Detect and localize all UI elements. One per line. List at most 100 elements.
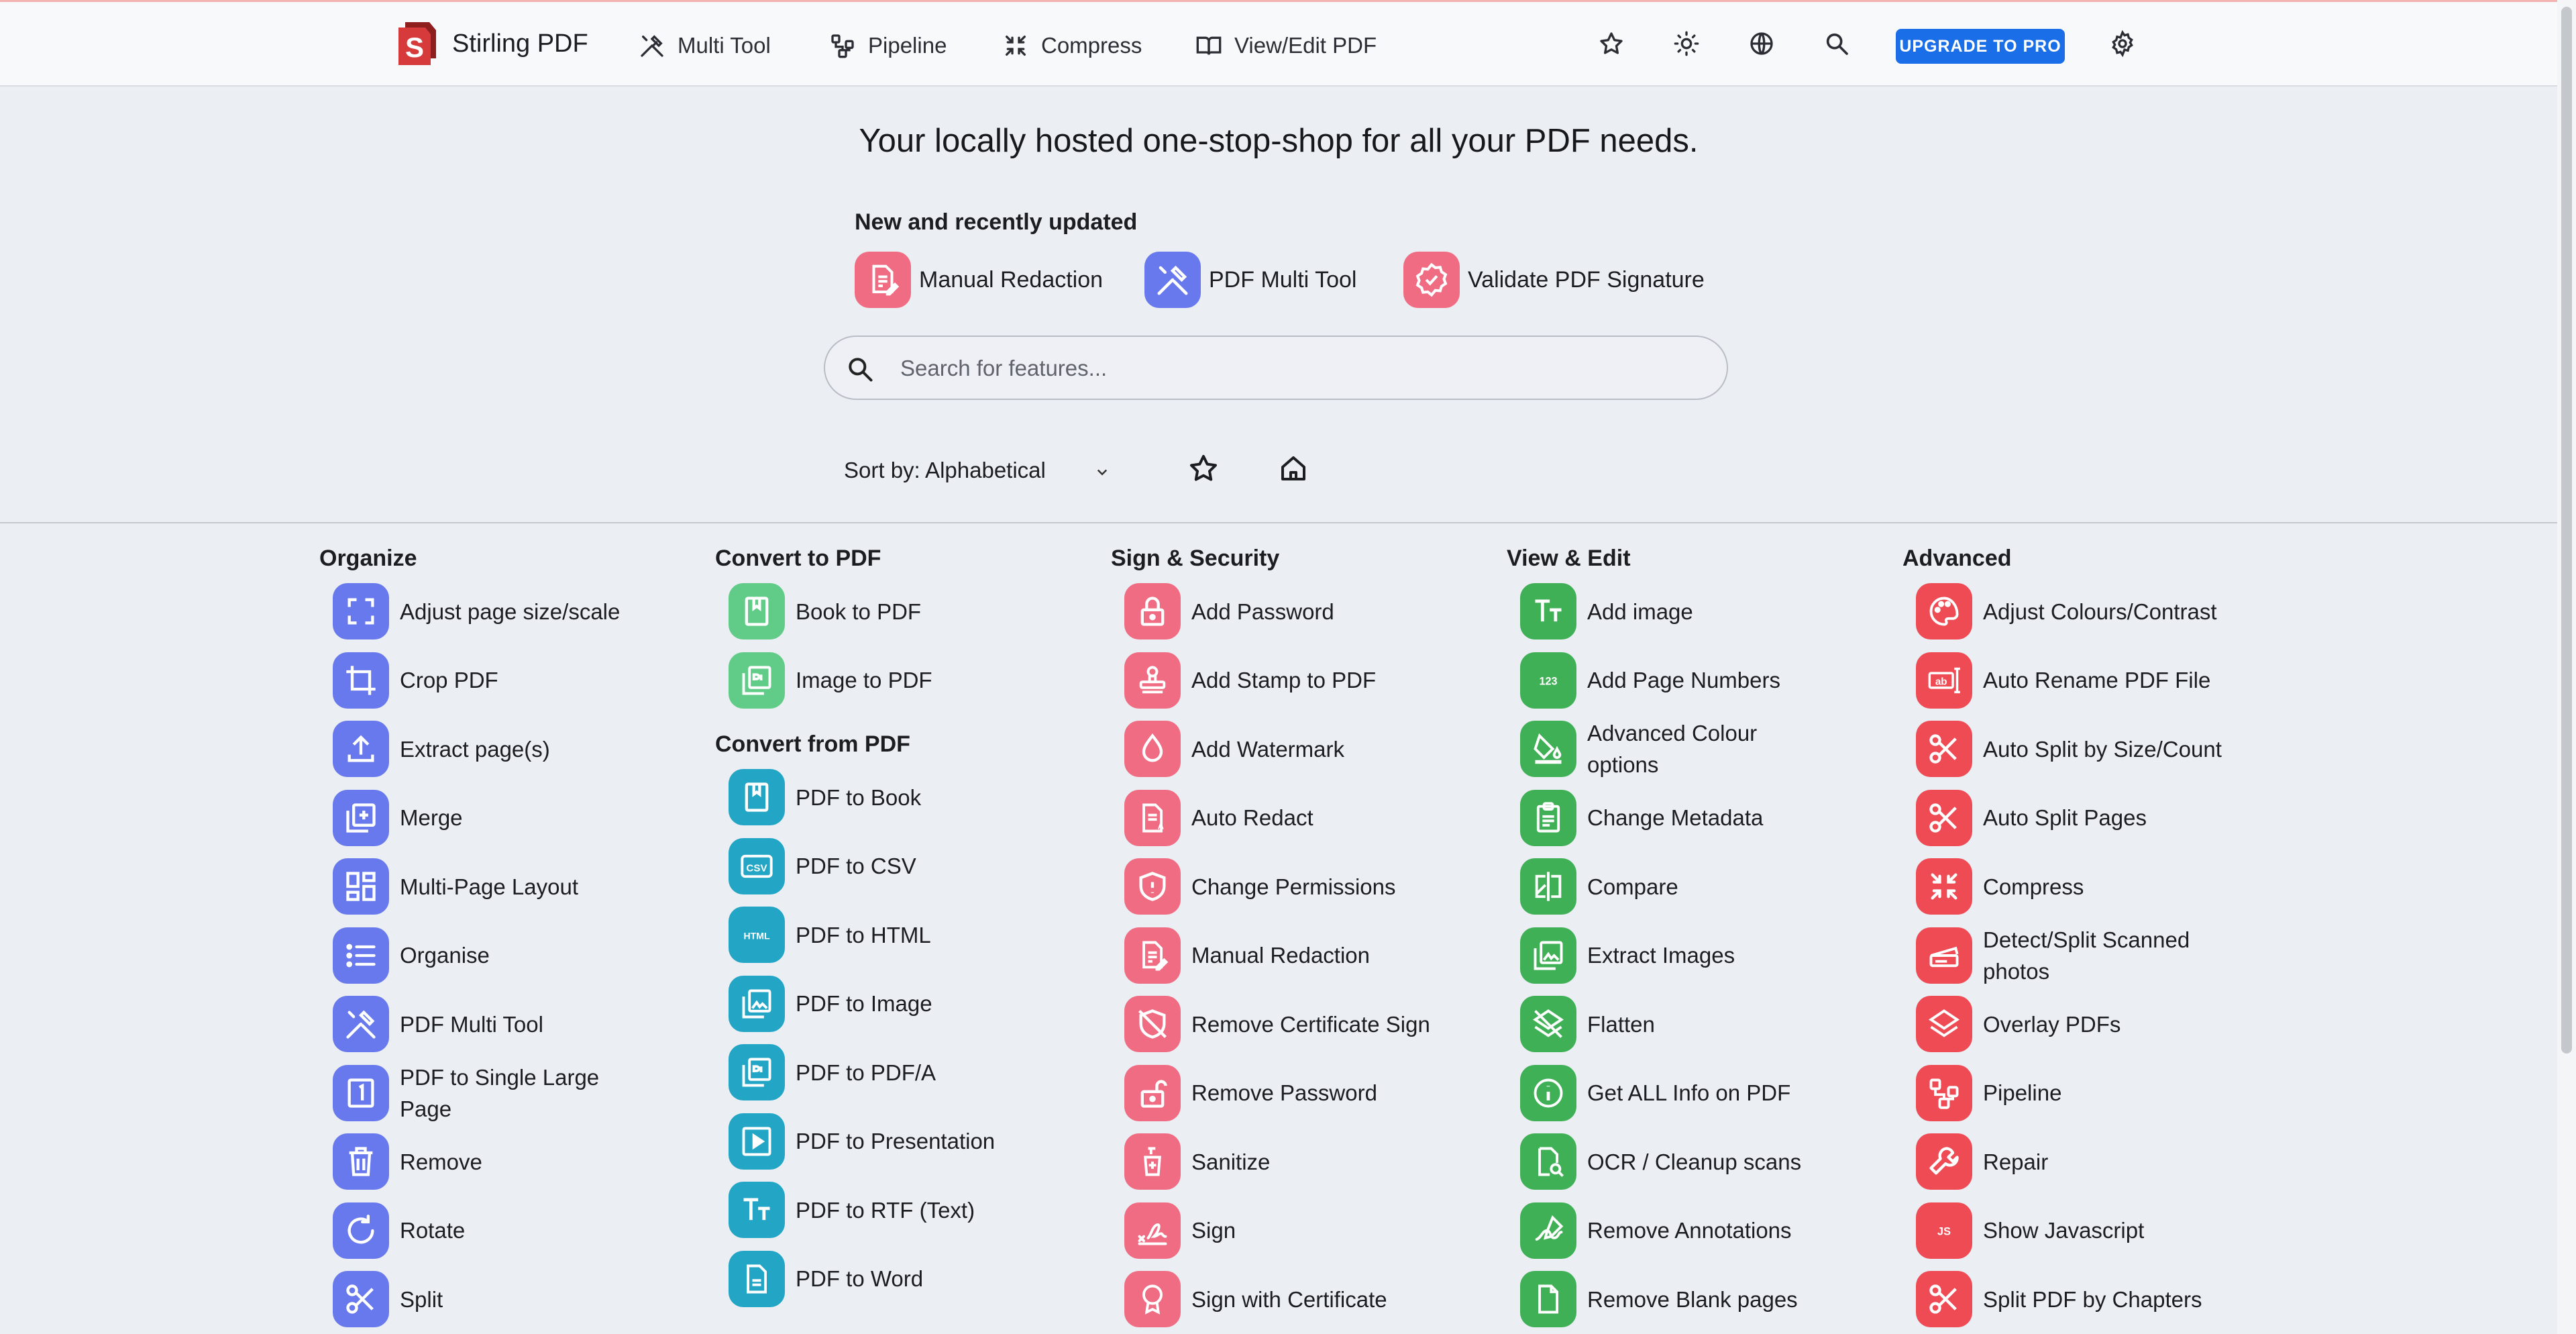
- svg-text:A: A: [1158, 821, 1165, 831]
- tool-pdf-to-word[interactable]: PDF to Word: [715, 1245, 1104, 1314]
- tool-crop-pdf[interactable]: Crop PDF: [319, 646, 708, 715]
- lock-icon: [1124, 583, 1181, 640]
- show-favorites-button[interactable]: [1183, 448, 1224, 489]
- stamp-icon: [1124, 652, 1181, 709]
- tool-pdf-to-rtf[interactable]: PDF to RTF (Text): [715, 1176, 1104, 1245]
- tool-advanced-colour[interactable]: Advanced Colour options: [1507, 715, 1896, 784]
- tool-overlay-pdfs[interactable]: Overlay PDFs: [1902, 990, 2292, 1059]
- nav-compress[interactable]: Compress: [1002, 28, 1142, 64]
- sort-dropdown[interactable]: Sort by: Alphabetical: [844, 458, 1108, 483]
- tool-get-all-info[interactable]: Get ALL Info on PDF: [1507, 1059, 1896, 1128]
- tool-sign[interactable]: Sign: [1111, 1196, 1500, 1266]
- svg-text:ab: ab: [1935, 676, 1947, 687]
- fullscreen-icon: [333, 583, 389, 640]
- nav-view-edit[interactable]: View/Edit PDF: [1195, 28, 1377, 64]
- tool-show-javascript[interactable]: JS Show Javascript: [1902, 1196, 2292, 1266]
- tool-change-metadata[interactable]: Change Metadata: [1507, 784, 1896, 853]
- tool-compress[interactable]: Compress: [1902, 852, 2292, 921]
- category-title: Organize: [319, 546, 417, 571]
- nav-pipeline[interactable]: Pipeline: [829, 28, 947, 64]
- settings-button[interactable]: [2106, 28, 2139, 60]
- tool-sign-with-cert[interactable]: Sign with Certificate: [1111, 1265, 1500, 1334]
- tool-auto-split-size[interactable]: Auto Split by Size/Count: [1902, 715, 2292, 784]
- slideshow-icon: [729, 1113, 785, 1170]
- svg-text:JS: JS: [1937, 1225, 1951, 1237]
- tool-pdf-to-single-page[interactable]: PDF to Single Large Page: [319, 1059, 708, 1128]
- auto-redact-icon: A: [1124, 789, 1181, 846]
- tool-remove-blank-pages[interactable]: Remove Blank pages: [1507, 1265, 1896, 1334]
- category-view-edit: View & Edit Add image 123 Add Page Numbe…: [1507, 537, 1896, 1334]
- picture-as-pdf-icon: [729, 1044, 785, 1101]
- tool-sanitize[interactable]: Sanitize: [1111, 1127, 1500, 1196]
- tool-split-by-chapters[interactable]: Split PDF by Chapters: [1902, 1265, 2292, 1334]
- gear-icon: [2112, 30, 2133, 57]
- category-title: Convert to PDF: [715, 546, 881, 571]
- tool-pdf-to-pdfa[interactable]: PDF to PDF/A: [715, 1038, 1104, 1107]
- home-button[interactable]: [1273, 448, 1313, 489]
- tool-auto-rename[interactable]: ab Auto Rename PDF File: [1902, 646, 2292, 715]
- brand[interactable]: S Stirling PDF: [396, 19, 588, 68]
- recent-item-manual-redaction[interactable]: Manual Redaction: [855, 250, 1103, 310]
- tool-add-stamp[interactable]: Add Stamp to PDF: [1111, 646, 1500, 715]
- tool-adjust-colours[interactable]: Adjust Colours/Contrast: [1902, 577, 2292, 646]
- tool-extract-pages[interactable]: Extract page(s): [319, 715, 708, 784]
- category-organize: Organize Adjust page size/scale Crop PDF…: [319, 537, 708, 1334]
- tool-remove[interactable]: Remove: [319, 1127, 708, 1196]
- tool-extract-images[interactable]: Extract Images: [1507, 921, 1896, 990]
- upload-icon: [333, 721, 389, 778]
- tool-compare[interactable]: Compare: [1507, 852, 1896, 921]
- list-icon: [333, 927, 389, 984]
- tool-auto-split-pages[interactable]: Auto Split Pages: [1902, 784, 2292, 853]
- tool-add-password[interactable]: Add Password: [1111, 577, 1500, 646]
- tool-book-to-pdf[interactable]: Book to PDF: [715, 577, 1104, 646]
- tool-remove-cert-sign[interactable]: Remove Certificate Sign: [1111, 990, 1500, 1059]
- tool-auto-redact[interactable]: A Auto Redact: [1111, 784, 1500, 853]
- scrollbar-thumb[interactable]: [2561, 7, 2572, 1054]
- tool-pdf-to-book[interactable]: PDF to Book: [715, 763, 1104, 832]
- upgrade-to-pro-button[interactable]: UPGRADE TO PRO: [1896, 29, 2065, 64]
- stirling-logo-icon: S: [398, 22, 436, 65]
- feature-search[interactable]: [824, 336, 1728, 400]
- tool-rotate[interactable]: Rotate: [319, 1196, 708, 1266]
- recent-item-pdf-multi-tool[interactable]: PDF Multi Tool: [1144, 250, 1356, 310]
- rename-icon: ab: [1916, 652, 1972, 709]
- remove-moderator-icon: [1124, 996, 1181, 1053]
- recent-item-validate-signature[interactable]: Validate PDF Signature: [1403, 250, 1705, 310]
- category-advanced: Advanced Adjust Colours/Contrast ab Auto…: [1902, 537, 2292, 1334]
- tool-pdf-to-html[interactable]: HTML PDF to HTML: [715, 901, 1104, 970]
- nav-search-button[interactable]: [1821, 28, 1853, 60]
- nav-multi-tool[interactable]: Multi Tool: [639, 28, 771, 64]
- tool-pipeline[interactable]: Pipeline: [1902, 1059, 2292, 1128]
- picture-as-pdf-icon: [729, 652, 785, 709]
- favorites-button[interactable]: [1595, 28, 1627, 60]
- tool-multi-page-layout[interactable]: Multi-Page Layout: [319, 852, 708, 921]
- search-input[interactable]: [899, 346, 1707, 391]
- tool-change-permissions[interactable]: Change Permissions: [1111, 852, 1500, 921]
- tool-pdf-to-presentation[interactable]: PDF to Presentation: [715, 1107, 1104, 1176]
- tool-add-page-numbers[interactable]: 123 Add Page Numbers: [1507, 646, 1896, 715]
- language-button[interactable]: [1746, 28, 1778, 60]
- tool-detect-split-scanned[interactable]: Detect/Split Scanned photos: [1902, 921, 2292, 990]
- tool-pdf-multi-tool[interactable]: PDF Multi Tool: [319, 990, 708, 1059]
- redaction-icon: [1124, 927, 1181, 984]
- tool-remove-password[interactable]: Remove Password: [1111, 1059, 1500, 1128]
- tool-add-watermark[interactable]: Add Watermark: [1111, 715, 1500, 784]
- tool-repair[interactable]: Repair: [1902, 1127, 2292, 1196]
- tool-image-to-pdf[interactable]: Image to PDF: [715, 646, 1104, 715]
- tool-remove-annotations[interactable]: Remove Annotations: [1507, 1196, 1896, 1266]
- tool-flatten[interactable]: Flatten: [1507, 990, 1896, 1059]
- tool-adjust-page-size[interactable]: Adjust page size/scale: [319, 577, 708, 646]
- tool-pdf-to-csv[interactable]: CSV PDF to CSV: [715, 832, 1104, 901]
- tool-manual-redaction[interactable]: Manual Redaction: [1111, 921, 1500, 990]
- page-scrollbar[interactable]: [2557, 0, 2576, 1334]
- tool-add-image[interactable]: Add image: [1507, 577, 1896, 646]
- tool-organise[interactable]: Organise: [319, 921, 708, 990]
- svg-text:123: 123: [1539, 675, 1557, 687]
- globe-icon: [1750, 32, 1773, 55]
- tool-split[interactable]: Split: [319, 1265, 708, 1334]
- theme-toggle-button[interactable]: [1670, 28, 1703, 60]
- tool-pdf-to-image[interactable]: PDF to Image: [715, 970, 1104, 1039]
- nav-pipeline-label: Pipeline: [868, 33, 947, 58]
- tool-ocr[interactable]: OCR / Cleanup scans: [1507, 1127, 1896, 1196]
- tool-merge[interactable]: Merge: [319, 784, 708, 853]
